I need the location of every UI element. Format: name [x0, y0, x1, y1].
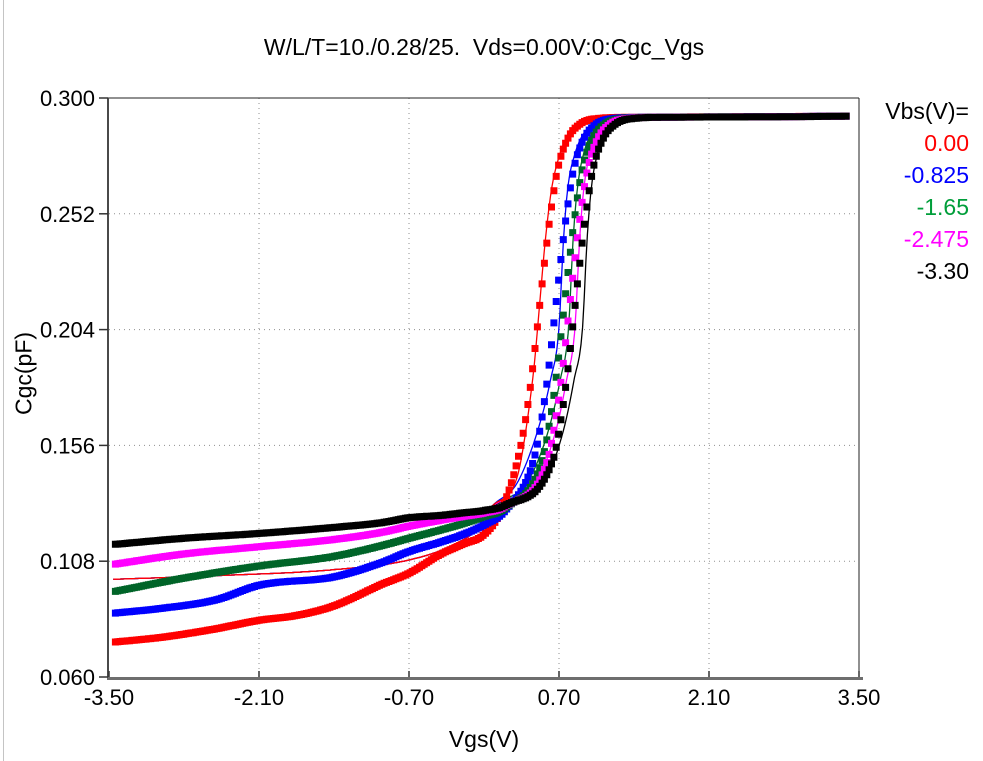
x-axis-label: Vgs(V) — [448, 726, 520, 752]
legend-item-vbs--0.825: -0.825 — [903, 162, 969, 188]
y-tick-label: 0.204 — [40, 318, 95, 343]
series-markers-vbs-0.00 — [111, 112, 850, 646]
series-markers-vbs--2.475 — [111, 112, 850, 568]
y-tick-label: 0.108 — [40, 549, 95, 574]
y-tick-label: 0.252 — [40, 202, 95, 227]
x-tick-label: -0.70 — [384, 685, 434, 710]
legend-items: 0.00 -0.825 -1.65 -2.475 -3.30 — [885, 127, 969, 287]
x-tick-label: 3.50 — [838, 685, 881, 710]
x-tick-label: 2.10 — [688, 685, 731, 710]
legend-item-vbs--1.65: -1.65 — [916, 194, 969, 220]
x-tick-label: -2.10 — [234, 685, 284, 710]
x-tick-label: 0.70 — [538, 685, 581, 710]
x-tick-label: -3.50 — [84, 685, 134, 710]
series-markers-vbs--3.30 — [111, 112, 850, 548]
legend: Vbs(V)= 0.00 -0.825 -1.65 -2.475 -3.30 — [885, 95, 969, 287]
y-axis-label: Cgc(pF) — [10, 331, 37, 416]
y-tick-label: 0.060 — [40, 665, 95, 690]
chart-title: W/L/T=10./0.28/25. Vds=0.00V:0:Cgc_Vgs — [263, 34, 705, 60]
y-tick-label: 0.156 — [40, 433, 95, 458]
legend-item-vbs--3.30: -3.30 — [916, 258, 969, 284]
window-left-border — [3, 0, 4, 761]
legend-title: Vbs(V)= — [885, 98, 969, 124]
y-tick-label: 0.300 — [40, 86, 95, 111]
legend-item-vbs--2.475: -2.475 — [903, 226, 969, 252]
legend-item-vbs-0.00: 0.00 — [924, 130, 969, 156]
